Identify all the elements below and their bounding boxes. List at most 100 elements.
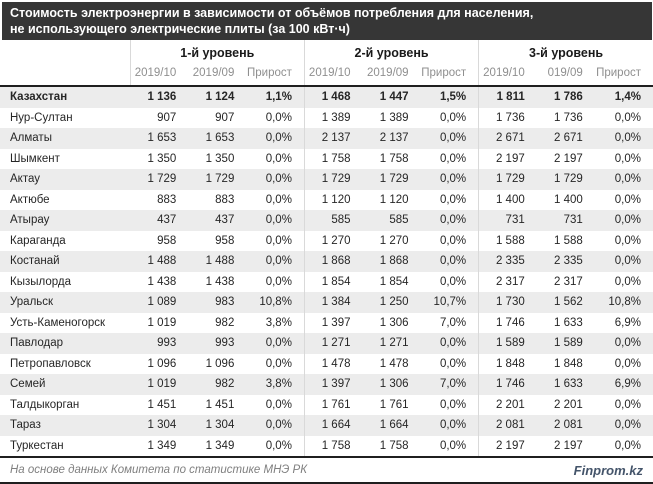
value-cell: 437 (215, 214, 235, 227)
value-cell: 1 271 (303, 333, 363, 354)
value-cell: 1 746 (478, 374, 537, 395)
value-cell: 0,0% (614, 275, 641, 288)
value-cell: 1 746 (478, 312, 537, 333)
page-title-line1: Стоимость электроэнергии в зависимости о… (10, 6, 534, 20)
value-cell: 0,0% (265, 214, 292, 227)
value-cell: 1 729 (478, 169, 537, 190)
region-name: Павлодар (10, 337, 63, 350)
value-cell: 1 730 (478, 292, 537, 313)
value-cell: 0,0% (265, 234, 292, 247)
value-cell: 3,8% (265, 378, 292, 391)
value-cell: 1 120 (379, 193, 409, 206)
table-row: Петропавловск 1 096 1 096 0,0% 1 478 1 478 0,0… (0, 353, 653, 374)
value-cell: 0,0% (439, 419, 467, 432)
column-group-header: 2-й уровень (303, 40, 479, 60)
value-cell: 0,0% (439, 132, 467, 145)
value-cell: 883 (157, 193, 177, 206)
table-row: Павлодар 993 993 0,0% 1 271 1 271 0,0% 1 589 1 5… (0, 333, 653, 354)
sub-header-row: 2019/10 2019/09 Прирост 2019/10 2019/09 Приро… (0, 60, 653, 87)
value-cell: 1 729 (379, 173, 409, 186)
value-cell: 1 729 (205, 173, 235, 186)
value-cell: 1 588 (554, 234, 583, 247)
value-cell: 10,8% (259, 296, 292, 309)
value-cell: 0,0% (614, 132, 641, 145)
value-cell: 2 081 (554, 419, 583, 432)
value-cell: 1 811 (478, 86, 537, 108)
value-cell: 1 468 (303, 86, 363, 108)
region-name: Кызылорда (10, 275, 71, 288)
value-cell: 1 868 (303, 251, 363, 272)
value-cell: 1 478 (303, 353, 363, 374)
table-row: Казахстан 1 136 1 124 1,1% 1 468 1 447 1,5% 1 8… (0, 86, 653, 108)
region-name: Усть-Каменогорск (10, 316, 106, 329)
value-cell: 1 250 (379, 296, 409, 309)
value-cell: 0,0% (614, 357, 641, 370)
value-cell: 0,0% (614, 214, 641, 227)
value-cell: 0,0% (439, 152, 467, 165)
value-cell: 1 589 (478, 333, 537, 354)
value-cell: 585 (389, 214, 409, 227)
value-cell: 0,0% (439, 398, 467, 411)
column-header: Прирост (246, 60, 305, 87)
value-cell: 1 270 (303, 230, 363, 251)
value-cell: 907 (215, 111, 235, 124)
value-cell: 2 197 (478, 435, 537, 458)
value-cell: 2 201 (478, 394, 537, 415)
value-cell: 2 317 (478, 271, 537, 292)
table-row: Караганда 958 958 0,0% 1 270 1 270 0,0% 1 588 1 … (0, 230, 653, 251)
value-cell: 1 397 (303, 374, 363, 395)
value-cell: 0,0% (614, 173, 641, 186)
value-cell: 2 197 (536, 435, 595, 458)
value-cell: 1 271 (379, 337, 409, 350)
value-cell: 1 089 (147, 296, 177, 309)
value-cell: 6,9% (614, 316, 641, 329)
value-cell: 7,0% (439, 378, 467, 391)
value-cell: 1 854 (379, 275, 409, 288)
table-row: Кызылорда 1 438 1 438 0,0% 1 854 1 854 0,0% 2 3… (0, 271, 653, 292)
page-title-line2: не использующего электрические плиты (за… (10, 22, 350, 36)
value-cell: 10,8% (608, 296, 641, 309)
value-cell: 0,0% (439, 275, 467, 288)
value-cell: 0,0% (420, 435, 479, 458)
value-cell: 1 478 (379, 357, 409, 370)
region-name: Уральск (10, 296, 54, 309)
value-cell: 1 758 (303, 148, 363, 169)
value-cell: 1 736 (478, 107, 537, 128)
value-cell: 0,0% (439, 337, 467, 350)
column-header: 2019/10 (129, 60, 189, 87)
value-cell: 1 350 (205, 152, 235, 165)
brand-logo: Finprom.kz (573, 462, 643, 478)
value-cell: 2 137 (303, 128, 363, 149)
region-name: Казахстан (10, 91, 68, 104)
region-column-header (0, 60, 131, 87)
value-cell: 2 335 (554, 255, 583, 268)
data-source-note: На основе данных Комитета по статистике … (10, 464, 308, 476)
region-name: Актюбе (10, 193, 50, 206)
value-cell: 1 729 (554, 173, 583, 186)
region-name: Петропавловск (10, 357, 91, 370)
value-cell: 0,0% (439, 357, 467, 370)
value-cell: 1 400 (554, 193, 583, 206)
value-cell: 2 671 (478, 128, 537, 149)
value-cell: 0,0% (246, 435, 305, 458)
value-cell: 1 306 (379, 378, 409, 391)
value-cell: 1 350 (147, 152, 177, 165)
value-cell: 982 (215, 316, 235, 329)
column-group-row: 1-й уровень 2-й уровень 3-й уровень (0, 40, 653, 60)
value-cell: 1 758 (379, 152, 409, 165)
value-cell: 1 729 (147, 173, 177, 186)
value-cell: 0,0% (265, 152, 292, 165)
value-cell: 0,0% (614, 234, 641, 247)
table-row: Семей 1 019 982 3,8% 1 397 1 306 7,0% 1 746 1 63… (0, 374, 653, 395)
value-cell: 1 758 (303, 435, 363, 458)
value-cell: 1 633 (554, 378, 583, 391)
value-cell: 0,0% (265, 173, 292, 186)
value-cell: 0,0% (265, 419, 292, 432)
value-cell: 1 488 (205, 255, 235, 268)
value-cell: 1,4% (614, 91, 641, 104)
column-header: 2019/09 (362, 60, 421, 87)
table-row: Алматы 1 653 1 653 0,0% 2 137 2 137 0,0% 2 671 2… (0, 128, 653, 149)
value-cell: 1 736 (554, 111, 583, 124)
column-header: Прирост (420, 60, 479, 87)
